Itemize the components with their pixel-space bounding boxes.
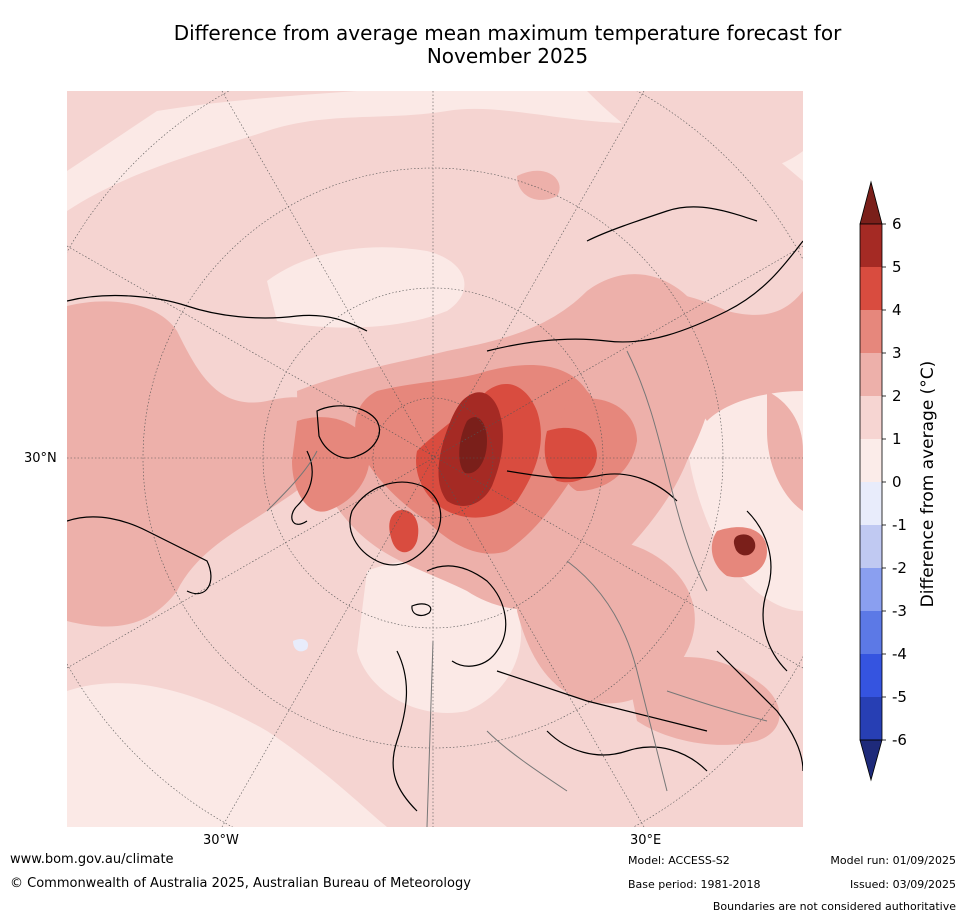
lon-label-30e: 30°E: [630, 833, 662, 848]
colorbar-band: [860, 568, 882, 612]
footer-url: www.bom.gov.au/climate: [10, 852, 174, 867]
colorbar-band: [860, 396, 882, 440]
colorbar-tick-label: 5: [892, 258, 902, 276]
footer-issued: Issued: 03/09/2025: [849, 878, 956, 891]
colorbar-tick-label: 2: [892, 387, 902, 405]
footer-model: Model: ACCESS-S2: [628, 854, 730, 867]
colorbar-band: [860, 267, 882, 311]
colorbar: 6 5 4 3 2 1 0 -1 -2 -3 -4 -5 -6: [859, 180, 907, 782]
colorbar-over-triangle: [859, 180, 883, 225]
lat-label-30n: 30°N: [24, 451, 57, 466]
colorbar-band: [860, 310, 882, 354]
colorbar-band: [860, 697, 882, 741]
colorbar-tick-label: -1: [892, 516, 907, 534]
colorbar-band: [860, 482, 882, 526]
anomaly-light-south: [67, 683, 387, 827]
anomaly-band-2-3-east: [767, 391, 803, 511]
colorbar-under-triangle: [859, 739, 883, 782]
colorbar-tick-label: -2: [892, 559, 907, 577]
country-borders: [266, 350, 768, 827]
colorbar-tick-label: 0: [892, 473, 902, 491]
anomaly-band-4-5-greenland: [389, 510, 419, 553]
colorbar-band: [860, 654, 882, 698]
footer-base-period: Base period: 1981-2018: [628, 878, 761, 891]
footer-disclaimer: Boundaries are not considered authoritat…: [712, 900, 956, 913]
title-line-2: November 2025: [426, 44, 589, 68]
anomaly-band-4-5-siberia: [544, 427, 597, 483]
colorbar-tick-label: 1: [892, 430, 902, 448]
anomaly-band-2-3-west: [67, 301, 337, 627]
lon-label-30w: 30°W: [203, 833, 239, 848]
coastlines: [67, 206, 803, 812]
title-line-1: Difference from average mean maximum tem…: [173, 21, 842, 45]
colorbar-band: [860, 525, 882, 569]
anomaly-band-2-3-asia: [627, 657, 780, 745]
colorbar-band: [860, 353, 882, 397]
colorbar-tick-label: -3: [892, 602, 907, 620]
anomaly-band-1-2-north: [67, 91, 803, 174]
graticule: [67, 91, 803, 827]
anomaly-light-atlantic: [267, 247, 465, 328]
colorbar-tick-label: -5: [892, 688, 907, 706]
anomaly-band-2-3-pacific: [517, 170, 560, 200]
colorbar-title: Difference from average (°C): [918, 360, 938, 608]
anomaly-band-3-4-canada: [292, 417, 370, 512]
anomaly-band-2-3-siberia: [587, 287, 803, 421]
footer-model-run: Model run: 01/09/2025: [830, 854, 956, 867]
colorbar-tick-label: -4: [892, 645, 907, 663]
temperature-anomaly-map: [67, 91, 803, 827]
colorbar-tick-label: -6: [892, 731, 907, 749]
colorbar-tick-label: 6: [892, 215, 902, 233]
colorbar-tick-label: 4: [892, 301, 902, 319]
colorbar-band: [860, 224, 882, 268]
anomaly-cold-spot: [293, 638, 309, 652]
footer-copyright: © Commonwealth of Australia 2025, Austra…: [10, 876, 471, 891]
anomaly-light-scand: [357, 560, 522, 713]
colorbar-band: [860, 439, 882, 483]
colorbar-tick-label: 3: [892, 344, 902, 362]
map-title: Difference from average mean maximum tem…: [0, 22, 965, 68]
anomaly-hotspot-mongolia: [733, 534, 756, 556]
colorbar-band: [860, 611, 882, 655]
